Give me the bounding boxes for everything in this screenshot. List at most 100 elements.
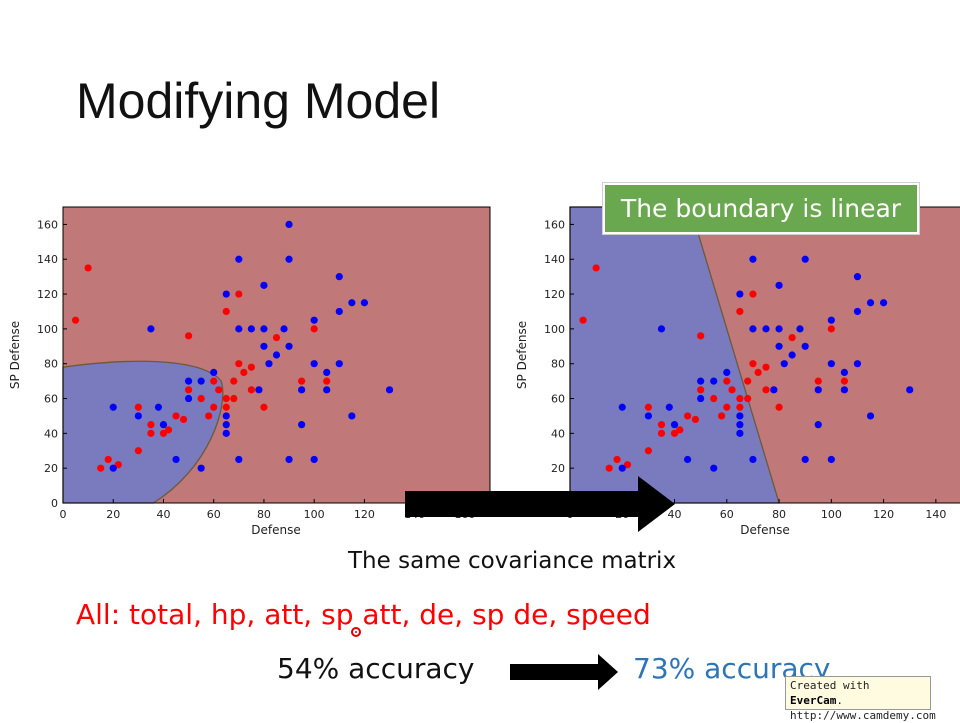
blue-data-point bbox=[272, 351, 281, 359]
blue-data-point bbox=[348, 412, 356, 420]
red-data-point bbox=[222, 403, 230, 411]
covariance-caption: The same covariance matrix bbox=[348, 548, 677, 574]
y-tick-label: 120 bbox=[544, 288, 565, 301]
blue-data-point bbox=[780, 360, 788, 368]
red-data-point bbox=[215, 386, 223, 394]
red-data-point bbox=[644, 403, 652, 411]
red-data-point bbox=[754, 368, 762, 377]
blue-data-point bbox=[670, 421, 679, 429]
y-tick-label: 40 bbox=[44, 427, 58, 440]
red-data-point bbox=[247, 386, 255, 394]
blue-data-point bbox=[348, 299, 356, 307]
red-data-point bbox=[657, 429, 666, 437]
blue-data-point bbox=[222, 421, 230, 429]
y-tick-label: 60 bbox=[44, 393, 58, 406]
blue-data-point bbox=[827, 455, 835, 464]
watermark-brand: EverCam bbox=[790, 694, 837, 707]
y-tick-label: 60 bbox=[551, 393, 565, 406]
blue-data-point bbox=[723, 368, 731, 377]
red-data-point bbox=[728, 386, 736, 394]
blue-data-point bbox=[762, 325, 770, 333]
red-data-point bbox=[840, 377, 848, 385]
blue-data-point bbox=[749, 255, 757, 263]
blue-data-point bbox=[697, 377, 705, 385]
blue-data-point bbox=[697, 394, 705, 403]
blue-data-point bbox=[814, 386, 822, 394]
blue-data-point bbox=[866, 412, 875, 420]
accuracy-arrow-icon bbox=[510, 654, 618, 690]
y-tick-label: 100 bbox=[37, 323, 58, 336]
blue-data-point bbox=[298, 421, 306, 429]
blue-data-point bbox=[285, 220, 293, 229]
blue-data-point bbox=[880, 299, 888, 307]
red-data-point bbox=[235, 290, 243, 298]
blue-data-point bbox=[775, 342, 783, 350]
linear-boundary-scatter-plot: 020406080100120140020406080100120140160D… bbox=[515, 206, 960, 537]
watermark-prefix: Created with bbox=[790, 679, 870, 692]
blue-data-point bbox=[814, 421, 822, 429]
right-arrow-icon bbox=[405, 476, 675, 532]
blue-data-point bbox=[618, 464, 626, 472]
blue-data-point bbox=[172, 455, 180, 464]
red-data-point bbox=[184, 386, 193, 394]
blue-data-point bbox=[323, 386, 331, 394]
blue-data-point bbox=[255, 386, 263, 394]
x-tick-label: 100 bbox=[304, 508, 325, 521]
red-data-point bbox=[775, 403, 783, 411]
red-data-point bbox=[84, 264, 92, 272]
red-data-point bbox=[657, 421, 666, 429]
x-tick-label: 0 bbox=[60, 508, 67, 521]
accuracy-before: 54% accuracy bbox=[277, 652, 475, 685]
red-data-point bbox=[247, 363, 255, 371]
quadratic-boundary-scatter-plot: 0204060801001201401600204060801001201401… bbox=[8, 206, 491, 537]
blue-data-point bbox=[710, 464, 718, 472]
blue-data-point bbox=[796, 325, 804, 333]
red-data-point bbox=[104, 455, 112, 464]
blue-data-point bbox=[285, 255, 293, 263]
red-data-point bbox=[97, 464, 105, 472]
red-data-point bbox=[310, 325, 318, 333]
red-data-point bbox=[670, 429, 679, 437]
red-data-point bbox=[164, 426, 173, 434]
blue-data-point bbox=[736, 290, 744, 298]
y-tick-label: 80 bbox=[44, 358, 58, 371]
blue-data-point bbox=[775, 281, 783, 289]
boundary-linear-callout: The boundary is linear bbox=[603, 183, 919, 234]
x-axis-label: Defense bbox=[740, 523, 789, 537]
blue-data-point bbox=[710, 377, 718, 385]
red-data-point bbox=[736, 394, 744, 403]
y-tick-label: 160 bbox=[37, 218, 58, 231]
red-data-point bbox=[147, 429, 155, 437]
feature-list-text: All: total, hp, att, sp att, de, sp de, … bbox=[76, 598, 651, 631]
red-data-point bbox=[676, 426, 684, 434]
red-data-point bbox=[222, 307, 230, 316]
red-data-point bbox=[240, 368, 248, 377]
y-tick-label: 20 bbox=[551, 462, 565, 475]
red-data-point bbox=[744, 377, 752, 385]
red-data-point bbox=[697, 386, 705, 394]
blue-data-point bbox=[360, 299, 369, 307]
y-tick-label: 100 bbox=[544, 323, 565, 336]
blue-data-point bbox=[853, 360, 862, 368]
blue-data-point bbox=[788, 351, 796, 359]
evercam-watermark[interactable]: Created with EverCam. http://www.camdemy… bbox=[785, 676, 936, 722]
red-data-point bbox=[736, 307, 744, 316]
blue-data-point bbox=[159, 421, 168, 429]
blue-data-point bbox=[801, 255, 809, 263]
slide-title: Modifying Model bbox=[76, 73, 441, 129]
red-data-point bbox=[697, 332, 705, 340]
red-data-point bbox=[197, 394, 205, 403]
red-data-point bbox=[134, 447, 142, 455]
x-tick-label: 40 bbox=[156, 508, 170, 521]
red-data-point bbox=[71, 316, 80, 324]
red-data-point bbox=[788, 333, 796, 342]
x-tick-label: 80 bbox=[257, 508, 271, 521]
blue-data-point bbox=[235, 325, 243, 333]
blue-data-point bbox=[310, 360, 318, 368]
red-data-point bbox=[184, 332, 193, 340]
blue-data-point bbox=[801, 342, 809, 350]
red-data-point bbox=[749, 360, 757, 368]
red-data-point bbox=[222, 394, 230, 403]
red-data-point bbox=[762, 363, 770, 371]
blue-data-point bbox=[247, 325, 255, 333]
